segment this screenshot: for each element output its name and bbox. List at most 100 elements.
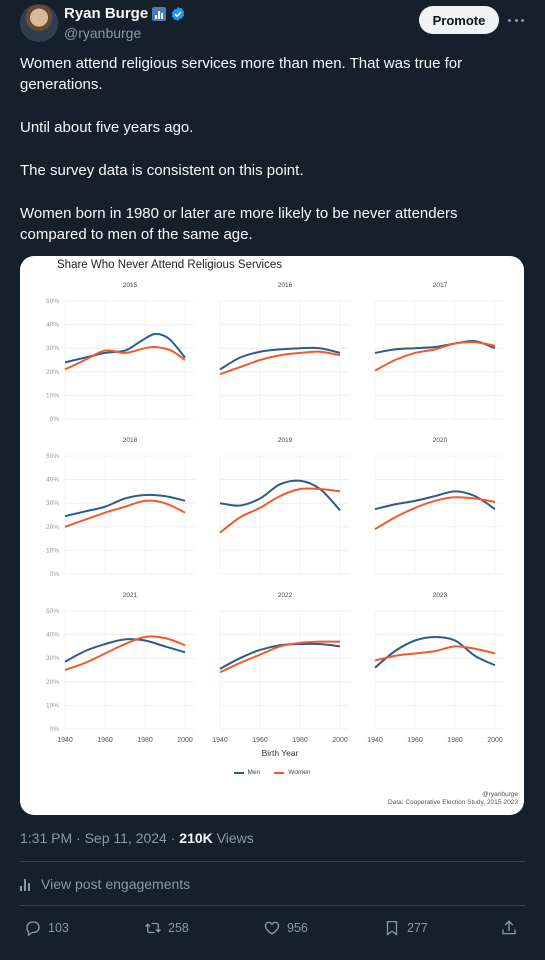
series-line-women	[64, 345, 186, 371]
x-axis-label: Birth Year	[261, 748, 299, 758]
repost-icon	[145, 922, 161, 934]
post-time[interactable]: 1:31 PM · Sep 11, 2024 ·	[20, 830, 180, 846]
views-label: Views	[212, 830, 254, 846]
promote-button[interactable]: Promote	[419, 6, 499, 34]
x-tick-label: 1980	[292, 737, 308, 744]
credit-handle: @ryanburge	[482, 791, 518, 798]
divider	[20, 905, 525, 906]
y-tick-label: 40%	[46, 322, 59, 329]
x-tick-label: 1960	[407, 737, 423, 744]
tweet-paragraph: Women born in 1980 or later are more lik…	[20, 205, 458, 243]
x-tick-label: 2000	[177, 737, 193, 744]
legend-item-women: Women	[274, 769, 310, 776]
series-line-men	[374, 490, 496, 511]
y-tick-label: 0%	[50, 726, 60, 733]
series-line-men	[219, 642, 341, 670]
y-tick-label: 10%	[46, 702, 59, 709]
x-tick-label: 1940	[367, 737, 383, 744]
y-tick-label: 0%	[50, 416, 60, 423]
series-line-men	[64, 493, 186, 518]
series-line-men	[219, 346, 341, 371]
action-bar: 103 258 956 277	[20, 919, 525, 943]
like-count: 956	[287, 921, 308, 935]
reply-count: 103	[48, 921, 69, 935]
x-tick-label: 1940	[57, 737, 73, 744]
y-tick-label: 20%	[46, 524, 59, 531]
series-line-men	[374, 635, 496, 669]
analytics-icon	[20, 878, 33, 891]
avatar[interactable]	[20, 4, 58, 42]
chart-title: Share Who Never Attend Religious Service…	[57, 259, 282, 271]
chart-svg: 2015 0% 10% 20% 30% 40% 50% 2016 2017 2018 0% 10% 20…	[46, 282, 505, 744]
y-tick-label: 30%	[46, 500, 59, 507]
panel-title: 2018	[123, 437, 138, 444]
divider	[20, 861, 525, 862]
series-line-men	[374, 339, 496, 354]
y-tick-label: 40%	[46, 632, 59, 639]
legend-item-men: Men	[233, 769, 260, 776]
tweet-text: Women attend religious services more tha…	[20, 53, 520, 267]
heart-icon	[264, 921, 280, 935]
panel-title: 2017	[433, 282, 448, 289]
panel-title: 2020	[433, 437, 448, 444]
author-handle[interactable]: @ryanburge	[64, 25, 142, 41]
more-options-icon[interactable]	[508, 12, 524, 28]
series-line-women	[374, 496, 496, 531]
verified-badge-icon	[171, 6, 185, 21]
y-tick-label: 20%	[46, 679, 59, 686]
engagements-label: View post engagements	[41, 876, 191, 892]
x-tick-label: 1980	[447, 737, 463, 744]
x-tick-label: 1960	[97, 737, 113, 744]
panel-title: 2019	[278, 437, 293, 444]
bookmark-count: 277	[407, 921, 428, 935]
x-tick-label: 1960	[252, 737, 268, 744]
panel-title: 2022	[278, 592, 293, 599]
chart-credit: @ryanburge Data: Cooperative Election St…	[388, 791, 518, 807]
author-name[interactable]: Ryan Burge	[64, 5, 149, 22]
panel-title: 2023	[433, 592, 448, 599]
x-tick-label: 2000	[332, 737, 348, 744]
panel-title: 2021	[123, 592, 138, 599]
series-line-women	[374, 645, 496, 662]
series-line-women	[64, 635, 186, 671]
y-tick-label: 0%	[50, 571, 60, 578]
y-tick-label: 50%	[46, 298, 59, 305]
share-icon	[502, 920, 516, 935]
y-tick-label: 10%	[46, 392, 59, 399]
y-tick-label: 10%	[46, 547, 59, 554]
data-source: Data: Cooperative Election Study, 2015-2…	[388, 799, 518, 806]
tweet-paragraph: The survey data is consistent on this po…	[20, 162, 304, 179]
x-tick-label: 1940	[212, 737, 228, 744]
repost-button[interactable]: 258	[144, 919, 189, 937]
series-line-women	[219, 350, 341, 376]
share-button[interactable]	[500, 919, 518, 937]
x-tick-label: 2000	[487, 737, 503, 744]
y-tick-label: 30%	[46, 345, 59, 352]
x-tick-label: 1980	[137, 737, 153, 744]
tweet-paragraph: Until about five years ago.	[20, 119, 194, 136]
series-line-men	[64, 638, 186, 663]
tweet-paragraph: Women attend religious services more tha…	[20, 55, 463, 93]
y-tick-label: 30%	[46, 655, 59, 662]
bookmark-icon	[386, 920, 398, 936]
series-line-women	[64, 499, 186, 528]
y-tick-label: 20%	[46, 369, 59, 376]
bookmark-button[interactable]: 277	[383, 919, 428, 937]
bar-chart-emoji-icon	[152, 6, 167, 21]
y-tick-label: 50%	[46, 453, 59, 460]
series-line-women	[219, 487, 341, 534]
chart-legend: Men Women	[20, 769, 524, 776]
view-engagements-link[interactable]: View post engagements	[20, 876, 190, 892]
tweet-media-chart[interactable]: Share Who Never Attend Religious Service…	[20, 256, 524, 815]
views-count: 210K	[179, 830, 213, 846]
reply-button[interactable]: 103	[24, 919, 69, 937]
y-tick-label: 40%	[46, 477, 59, 484]
like-button[interactable]: 956	[263, 919, 308, 937]
series-line-women	[219, 640, 341, 674]
repost-count: 258	[168, 921, 189, 935]
panel-title: 2016	[278, 282, 293, 289]
panel-title: 2015	[123, 282, 138, 289]
reply-icon	[26, 921, 40, 937]
y-tick-label: 50%	[46, 608, 59, 615]
post-timestamp: 1:31 PM · Sep 11, 2024 · 210K Views	[20, 830, 254, 846]
